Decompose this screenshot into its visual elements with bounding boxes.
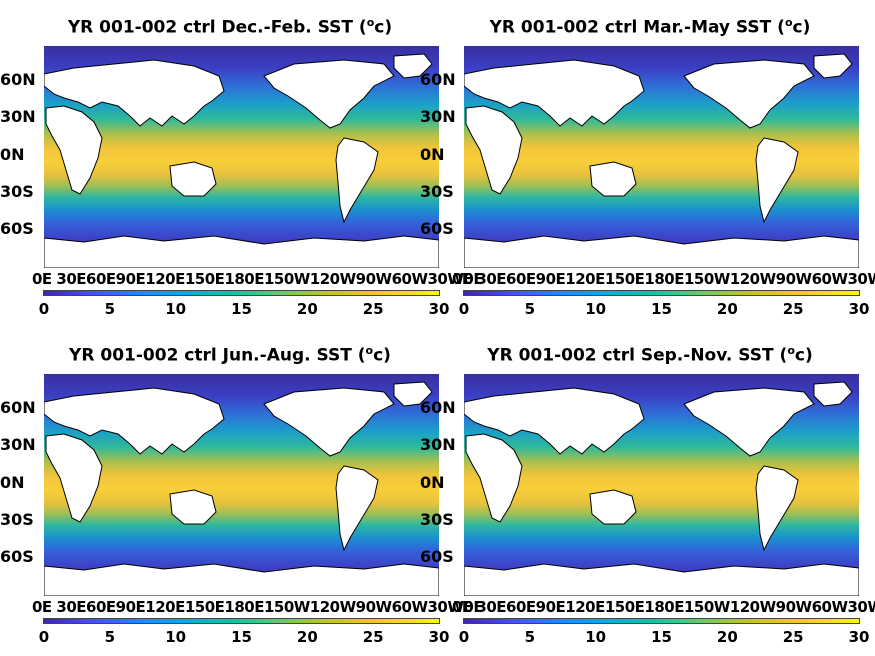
colorbar-tick: 20: [716, 628, 738, 646]
colorbar: [44, 291, 439, 295]
lat-label: 60S: [420, 547, 454, 566]
eurasia-shape: [44, 59, 225, 127]
colorbar-tick: 0: [458, 300, 470, 318]
greenland-shape: [813, 53, 853, 79]
south-america-shape: [755, 465, 799, 552]
lat-label: 0N: [420, 145, 445, 164]
panel-title: YR 001-002 ctrl Sep.-Nov. SST (oc): [487, 344, 813, 366]
greenland-shape: [813, 381, 853, 407]
lat-label: 30S: [0, 510, 34, 529]
antarctica-shape: [44, 235, 439, 268]
lat-label: 0N: [0, 145, 25, 164]
colorbar: [44, 619, 439, 623]
north-america-shape: [263, 59, 395, 129]
lat-label: 30S: [0, 182, 34, 201]
colorbar-tick: 10: [165, 628, 187, 646]
colorbar: [464, 291, 859, 295]
panel-title: YR 001-002 ctrl Dec.-Feb. SST (oc): [67, 16, 393, 38]
africa-shape: [45, 433, 103, 523]
colorbar-tick: 30: [428, 300, 450, 318]
lat-label: 60N: [420, 398, 456, 417]
lat-label: 30N: [0, 435, 36, 454]
colorbar-tick: 15: [651, 300, 672, 318]
colorbar-tick: 25: [362, 300, 384, 318]
colorbar-tick: 30: [848, 300, 870, 318]
lon-labels: 0E 30E60E90E120E150E180E150W120W90W60W30…: [452, 270, 875, 288]
continents-overlay: [44, 381, 439, 596]
panel-title: YR 001-002 ctrl Jun.-Aug. SST (oc): [69, 344, 391, 366]
lat-label: 30N: [420, 107, 456, 126]
colorbar-tick: 0: [458, 628, 470, 646]
lat-label: 0N: [420, 473, 445, 492]
lat-label: 60S: [0, 547, 34, 566]
south-america-shape: [755, 137, 799, 224]
lon-labels: 0E 30E60E90E120E150E180E150W120W90W60W30…: [452, 598, 875, 616]
greenland-shape: [393, 53, 433, 79]
south-america-shape: [335, 465, 379, 552]
eurasia-shape: [464, 387, 645, 455]
sst-map: [464, 374, 859, 596]
north-america-shape: [263, 387, 395, 457]
colorbar-tick: 5: [104, 628, 116, 646]
colorbar-tick: 30: [848, 628, 870, 646]
eurasia-shape: [464, 59, 645, 127]
colorbar-tick: 25: [782, 300, 804, 318]
colorbar-tick: 0: [38, 628, 50, 646]
lon-labels: 0E 30E60E90E120E150E180E150W120W90W60W30…: [32, 270, 484, 288]
south-america-shape: [335, 137, 379, 224]
north-america-shape: [683, 59, 815, 129]
lat-label: 60N: [0, 398, 36, 417]
north-america-shape: [683, 387, 815, 457]
colorbar-tick: 25: [362, 628, 384, 646]
colorbar: [464, 619, 859, 623]
greenland-shape: [393, 381, 433, 407]
colorbar-tick: 20: [296, 300, 318, 318]
colorbar-tick: 20: [716, 300, 738, 318]
lon-labels: 0E 30E60E90E120E150E180E150W120W90W60W30…: [32, 598, 484, 616]
lat-label: 60S: [0, 219, 34, 238]
colorbar-tick: 20: [296, 628, 318, 646]
colorbar-tick: 5: [524, 628, 536, 646]
antarctica-shape: [44, 563, 439, 596]
colorbar-tick: 5: [524, 300, 536, 318]
colorbar-tick: 5: [104, 300, 116, 318]
africa-shape: [465, 433, 523, 523]
lat-label: 60N: [420, 70, 456, 89]
lat-label: 0N: [0, 473, 25, 492]
panel-title: YR 001-002 ctrl Mar.-May SST (oc): [489, 16, 811, 38]
continents-overlay: [464, 381, 859, 596]
colorbar-tick: 10: [585, 628, 607, 646]
antarctica-shape: [464, 563, 859, 596]
continents-overlay: [464, 53, 859, 268]
australia-shape: [169, 489, 217, 525]
africa-shape: [45, 105, 103, 195]
lat-label: 30N: [420, 435, 456, 454]
africa-shape: [465, 105, 523, 195]
lat-label: 30S: [420, 182, 454, 201]
sst-map: [44, 46, 439, 268]
colorbar-tick: 10: [585, 300, 607, 318]
colorbar-tick: 0: [38, 300, 50, 318]
colorbar-tick: 10: [165, 300, 187, 318]
colorbar-tick: 15: [231, 300, 252, 318]
lat-label: 60S: [420, 219, 454, 238]
antarctica-shape: [464, 235, 859, 268]
colorbar-tick: 30: [428, 628, 450, 646]
lat-label: 30N: [0, 107, 36, 126]
lat-label: 60N: [0, 70, 36, 89]
australia-shape: [169, 161, 217, 197]
lat-label: 30S: [420, 510, 454, 529]
continents-overlay: [44, 53, 439, 268]
colorbar-tick: 15: [651, 628, 672, 646]
australia-shape: [589, 161, 637, 197]
colorbar-tick: 25: [782, 628, 804, 646]
sst-map: [464, 46, 859, 268]
colorbar-tick: 15: [231, 628, 252, 646]
eurasia-shape: [44, 387, 225, 455]
australia-shape: [589, 489, 637, 525]
sst-map: [44, 374, 439, 596]
